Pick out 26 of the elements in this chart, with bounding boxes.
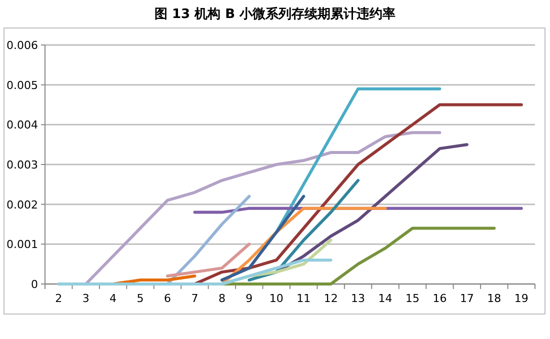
x-tick-label: 5 xyxy=(136,292,144,305)
y-tick-label: 0.002 xyxy=(6,198,38,212)
x-tick-label: 10 xyxy=(269,292,284,305)
y-tick-label: 0.005 xyxy=(6,78,38,92)
x-tick-label: 11 xyxy=(296,292,311,305)
x-tick-label: 12 xyxy=(324,292,338,305)
x-tick-label: 17 xyxy=(460,292,474,305)
y-tick-label: 0.003 xyxy=(6,158,38,172)
y-tick-label: 0.004 xyxy=(6,118,38,132)
y-tick-label: 0 xyxy=(31,278,38,291)
chart-title: 图 13 机构 B 小微系列存续期累计违约率 xyxy=(154,6,396,22)
x-tick-label: 15 xyxy=(406,292,420,305)
x-tick-label: 9 xyxy=(246,292,253,305)
x-tick-label: 14 xyxy=(378,292,392,305)
x-tick-label: 18 xyxy=(487,292,502,305)
x-tick-label: 16 xyxy=(432,292,447,305)
x-tick-label: 2 xyxy=(55,292,62,305)
x-tick-label: 19 xyxy=(514,292,528,305)
y-tick-label: 0.001 xyxy=(6,238,38,252)
x-tick-label: 13 xyxy=(351,292,366,305)
x-tick-label: 3 xyxy=(82,292,90,305)
x-tick-label: 7 xyxy=(191,292,198,305)
x-tick-label: 4 xyxy=(110,292,117,305)
x-tick-label: 6 xyxy=(164,292,171,305)
y-tick-label: 0.006 xyxy=(6,39,38,52)
x-tick-label: 8 xyxy=(218,292,226,305)
